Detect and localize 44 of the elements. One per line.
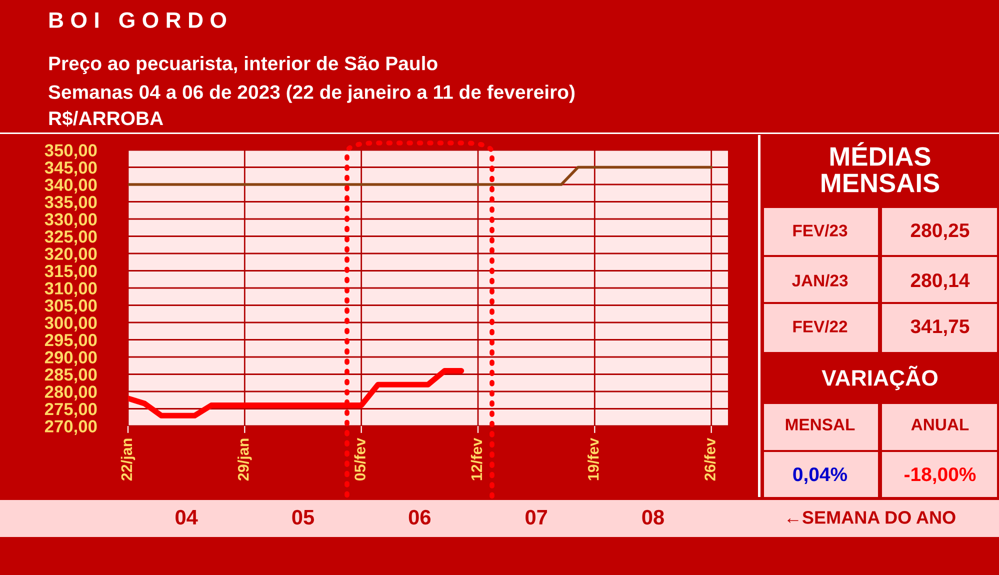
text: 280,25 (910, 223, 970, 240)
text: VARIAÇÃO (822, 366, 938, 390)
y-tick-label: 330,00 (44, 213, 97, 228)
text: ANUAL (911, 418, 969, 430)
y-tick-label: 310,00 (44, 282, 97, 297)
y-tick-label: 345,00 (44, 161, 97, 176)
text: MENSAL (786, 418, 855, 430)
y-tick-label: 275,00 (44, 402, 97, 418)
text: FEV/22 (793, 320, 848, 333)
y-tick-label: 315,00 (44, 264, 97, 280)
y-tick-label: 340,00 (44, 178, 97, 194)
text: ←SEMANA DO ANO (788, 511, 956, 524)
text: 05 (292, 510, 314, 525)
chart-subtitle: Preço ao pecuarista, interior de São Paulo Semanas 04 a 06 de 2023 (22 de janeiro a 11 de fevereiro) (48, 56, 575, 103)
text: 07 (526, 510, 548, 525)
y-tick-label: 280,00 (44, 386, 97, 400)
text: JAN/23 (792, 274, 848, 287)
y-tick-label: 285,00 (44, 368, 97, 384)
text: MÉDIAS MENSAIS (822, 142, 940, 192)
text: 08 (642, 510, 664, 525)
text: 341,75 (910, 319, 970, 336)
x-tick-label: 05/fev (354, 438, 366, 481)
y-tick-label: 350,00 (44, 144, 97, 159)
text: FEV/23 (793, 224, 848, 237)
chart-title: B O I G O R D O (49, 12, 226, 28)
y-tick-label: 290,00 (44, 351, 97, 366)
text: 280,14 (910, 273, 970, 290)
y-tick-label: 335,00 (44, 196, 97, 211)
y-tick-label: 325,00 (44, 230, 97, 246)
y-tick-label: 295,00 (44, 334, 97, 349)
text: 0,04% (793, 467, 848, 484)
y-tick-label: 300,00 (44, 316, 97, 332)
text: 04 (176, 510, 198, 525)
x-tick-label: 12/fev (470, 438, 482, 480)
text: -18,00% (904, 467, 976, 484)
y-tick-label: 270,00 (44, 420, 97, 435)
x-tick-label: 29/jan (238, 438, 252, 481)
y-tick-label: 320,00 (44, 248, 97, 262)
y-axis-title: R$/ARROBA (49, 110, 164, 126)
text: 06 (408, 510, 430, 525)
x-tick-label: 19/fev (588, 438, 599, 480)
x-tick-label: 26/fev (704, 438, 716, 481)
x-tick-label: 22/jan (120, 438, 136, 481)
y-tick-label: 305,00 (44, 299, 97, 314)
